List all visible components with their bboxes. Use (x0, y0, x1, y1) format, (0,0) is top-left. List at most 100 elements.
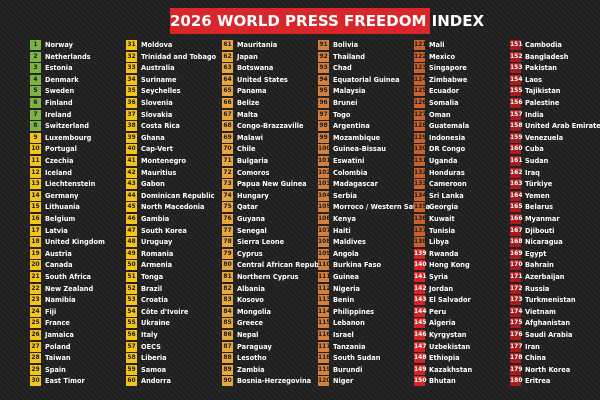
country-name: North Macedonia (141, 203, 205, 212)
country-name: Georgia (429, 203, 459, 212)
country-name: Ecuador (429, 87, 460, 96)
rank-badge: 30 (30, 376, 41, 387)
rank-badge: 78 (222, 237, 233, 248)
rank-badge: 72 (222, 167, 233, 178)
ranking-row: 69 Malawi (222, 132, 264, 143)
ranking-row: 16 Belgium (30, 214, 75, 224)
country-name: Mongolia (237, 307, 272, 316)
ranking-row: 100 Guinea-Bissau (318, 144, 386, 155)
country-name: Haiti (333, 226, 351, 235)
country-name: Croatia (141, 296, 168, 305)
ranking-row: 89 Zambia (222, 364, 265, 375)
country-name: Samoa (141, 365, 167, 374)
ranking-row: 157 India (510, 109, 544, 120)
rank-badge: 43 (126, 179, 137, 190)
country-name: Bosnia-Herzegovina (237, 377, 312, 386)
rank-badge: 168 (510, 237, 523, 248)
rank-badge: 8 (30, 121, 41, 132)
rank-badge: 46 (126, 214, 137, 224)
ranking-row: 1 Norway (30, 40, 73, 50)
country-name: Palestine (525, 99, 560, 107)
country-name: United States (237, 75, 288, 84)
ranking-row: 17 Latvia (30, 225, 68, 236)
country-name: Greece (237, 319, 263, 328)
rank-badge: 122 (414, 51, 427, 62)
ranking-row: 116 Israel (318, 330, 354, 340)
country-name: Iran (525, 342, 540, 351)
country-name: Central African Republic (237, 261, 328, 270)
country-name: Ireland (45, 110, 72, 119)
rank-badge: 1 (30, 40, 41, 50)
ranking-row: 132 Honduras (414, 167, 465, 178)
ranking-row: 108 Maldives (318, 237, 366, 248)
ranking-row: 3 Estonia (30, 63, 73, 74)
country-name: United Kingdom (45, 238, 105, 247)
ranking-row: 85 Greece (222, 318, 263, 329)
ranking-row: 9 Luxembourg (30, 132, 91, 143)
ranking-row: 55 Ukraine (126, 318, 170, 329)
country-name: Myanmar (525, 215, 560, 223)
rank-badge: 68 (222, 121, 233, 132)
country-name: Sweden (45, 87, 75, 96)
rank-badge: 42 (126, 167, 137, 178)
rank-badge: 174 (510, 306, 523, 317)
rank-badge: 123 (414, 63, 427, 74)
rank-badge: 70 (222, 144, 233, 155)
country-name: Equatorial Guinea (333, 75, 400, 84)
ranking-row: 129 Indonesia (414, 132, 465, 143)
country-name: Jamaica (45, 331, 74, 339)
rank-badge: 67 (222, 109, 233, 120)
ranking-row: 50 Armenia (126, 260, 172, 271)
country-name: Malta (237, 110, 258, 119)
rank-badge: 55 (126, 318, 137, 329)
country-name: Liechtenstein (45, 180, 96, 189)
rank-badge: 101 (318, 156, 331, 166)
ranking-row: 49 Romania (126, 248, 173, 259)
rank-badge: 84 (222, 306, 233, 317)
rank-badge: 26 (30, 330, 41, 340)
country-name: Uzbekistan (429, 342, 471, 351)
country-name: Congo-Brazzaville (237, 122, 304, 131)
ranking-row: 122 Mexico (414, 51, 455, 62)
country-name: Spain (45, 365, 66, 374)
rank-badge: 5 (30, 86, 41, 97)
ranking-row: 27 Poland (30, 341, 71, 352)
rank-badge: 89 (222, 364, 233, 375)
rank-badge: 114 (318, 306, 331, 317)
country-name: Guatemala (429, 122, 470, 131)
country-name: Bahrain (525, 261, 554, 270)
rank-badge: 154 (510, 74, 523, 85)
ranking-row: 141 Syria (414, 272, 448, 282)
rank-badge: 47 (126, 225, 137, 236)
country-name: New Zealand (45, 284, 94, 293)
ranking-row: 21 South Africa (30, 272, 91, 282)
country-name: Eswatini (333, 157, 365, 165)
ranking-row: 95 Malaysia (318, 86, 365, 97)
country-name: Uganda (429, 157, 458, 165)
rank-badge: 86 (222, 330, 233, 340)
ranking-row: 75 Qatar (222, 202, 258, 213)
country-name: Kyrgystan (429, 331, 467, 339)
country-name: Serbia (333, 191, 357, 200)
ranking-row: 130 DR Congo (414, 144, 465, 155)
country-name: Norway (45, 41, 73, 49)
country-name: South Sudan (333, 354, 381, 363)
country-name: Singapore (429, 64, 467, 73)
country-name: Malawi (237, 133, 264, 142)
rank-badge: 38 (126, 121, 137, 132)
ranking-row: 180 Eritrea (510, 376, 550, 387)
ranking-row: 52 Brazil (126, 283, 162, 294)
rank-badge: 66 (222, 98, 233, 108)
country-name: Portugal (45, 145, 77, 154)
ranking-row: 15 Lithuania (30, 202, 80, 213)
ranking-row: 134 Sri Lanka (414, 190, 464, 201)
rank-badge: 31 (126, 40, 137, 50)
rank-badge: 102 (318, 167, 331, 178)
country-name: Turkmenistan (525, 296, 576, 305)
country-name: Mauritania (237, 41, 278, 49)
country-name: Senegal (237, 226, 267, 235)
ranking-row: 164 Yemen (510, 190, 550, 201)
rank-badge: 4 (30, 74, 41, 85)
rank-badge: 40 (126, 144, 137, 155)
ranking-row: 67 Malta (222, 109, 258, 120)
